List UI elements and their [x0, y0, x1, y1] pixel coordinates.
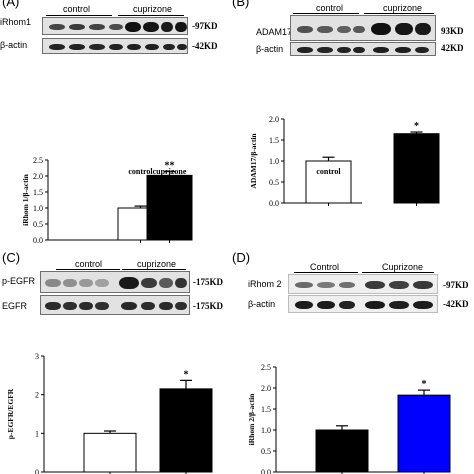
y-axis-label: iRhom 2/β-actin [247, 393, 256, 445]
blot-size-adam17: 93KD [441, 26, 464, 36]
group-label-cuprizone-c: cuprizone [137, 259, 177, 269]
blot-image-irhom2 [288, 274, 438, 294]
y-tick-label: 0.5 [33, 220, 43, 229]
group-label-cuprizone: cuprizone [133, 4, 173, 14]
blot-image-p-egfr [40, 271, 190, 293]
category-label: cuprizone [400, 167, 434, 176]
y-tick-label: 0.5 [261, 447, 271, 456]
blot-size-beta-actin-b: 42KD [441, 43, 464, 53]
blot-label-adam17: ADAM17 [256, 27, 293, 37]
blot-image-egfr [40, 295, 190, 315]
blot-label-irhom2: iRhom 2 [248, 279, 282, 289]
blot-label-p-egfr: p-EGFR [2, 276, 36, 286]
y-tick-label: 0.0 [261, 468, 271, 474]
group-line-control-c [56, 269, 120, 270]
panel-letter-c: (C) [2, 250, 21, 265]
y-tick-label: 2.0 [33, 172, 43, 181]
y-tick-label: 0 [35, 468, 39, 474]
y-tick-label: 2.0 [269, 115, 279, 124]
blot-size-p-egfr: -175KD [193, 277, 223, 287]
significance-marker: * [184, 369, 189, 380]
y-tick-label: 2.5 [261, 363, 271, 372]
blot-size-beta-actin-d: -42KD [443, 299, 469, 309]
y-tick-label: 1.0 [261, 426, 271, 435]
y-tick-label: 1.5 [269, 136, 279, 145]
blot-image-irhom1 [42, 17, 188, 35]
bar [315, 429, 369, 473]
blot-size-irhom1: -97KD [192, 21, 218, 31]
blot-image-beta-actin-d [288, 295, 438, 313]
category-label: control [128, 167, 153, 176]
group-line-control [46, 15, 112, 16]
group-label-cuprizone-d: Cuprizone [382, 262, 424, 272]
group-line-cuprizone [118, 15, 184, 16]
category-label: cuprizone [153, 167, 187, 176]
group-line-control-b [293, 13, 359, 14]
y-tick-label: 1.0 [269, 157, 279, 166]
significance-marker: ** [165, 161, 175, 172]
group-label-control: control [63, 4, 91, 14]
panel-letter-a: (A) [2, 0, 20, 9]
y-tick-label: 1 [35, 429, 39, 438]
blot-size-beta-actin-a: -42KD [192, 41, 218, 51]
y-tick-label: 1.0 [33, 204, 43, 213]
significance-marker: * [414, 121, 419, 132]
group-label-control-c: control [75, 259, 103, 269]
blot-image-beta-actin-b [290, 42, 436, 56]
blot-image-beta-actin-a [42, 38, 188, 54]
panel-letter-b: (B) [232, 0, 250, 9]
group-line-control-d [294, 272, 358, 273]
group-line-cuprizone-d [362, 272, 434, 273]
group-line-cuprizone-b [364, 13, 434, 14]
group-label-cuprizone-b: cuprizone [383, 3, 423, 13]
bar [305, 160, 352, 204]
y-axis-label: iRhom 1/β-actin [21, 173, 30, 225]
group-label-control-b: control [316, 3, 344, 13]
y-tick-label: 0.0 [33, 236, 43, 245]
blot-image-adam17 [290, 15, 436, 41]
blot-size-egfr: -175KD [193, 301, 223, 311]
y-tick-label: 2 [35, 391, 39, 400]
y-axis-label: p-EGFR/EGFR [6, 388, 15, 439]
blot-label-beta-actin-b: β-actin [256, 44, 284, 54]
blot-size-irhom2: -97KD [443, 280, 469, 290]
category-label: control [316, 167, 341, 176]
y-tick-label: 2.5 [33, 156, 43, 165]
blot-label-irhom1: iRhom1 [0, 17, 32, 27]
group-label-control-d: Control [310, 262, 340, 272]
blot-label-beta-actin-d: β-actin [248, 299, 276, 309]
bar [393, 133, 440, 204]
significance-marker: * [422, 379, 427, 390]
bar [146, 174, 193, 241]
y-axis-label: ADAM17/β-actin [249, 133, 258, 189]
y-tick-label: 3 [35, 352, 39, 361]
group-line-cuprizone-c [122, 269, 186, 270]
panel-letter-d: (D) [232, 250, 251, 265]
y-tick-label: 1.5 [261, 405, 271, 414]
y-tick-label: 0.5 [269, 178, 279, 187]
bar [397, 394, 451, 473]
bar [83, 432, 137, 473]
blot-label-egfr: EGFR [2, 301, 28, 311]
y-tick-label: 0.0 [269, 199, 279, 208]
y-tick-label: 2.0 [261, 384, 271, 393]
y-tick-label: 1.5 [33, 188, 43, 197]
blot-label-beta-actin-a: β-actin [0, 40, 28, 50]
